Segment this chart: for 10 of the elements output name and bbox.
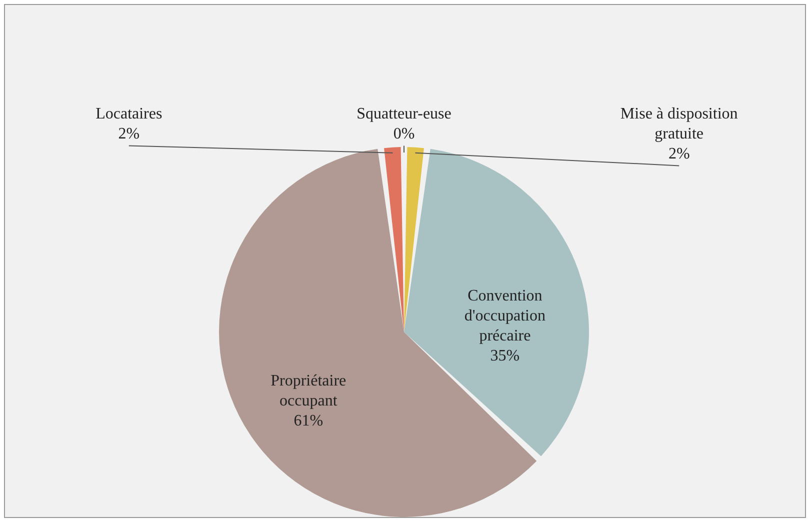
slice-label: Locataires [96, 106, 162, 123]
data-label: 35% [490, 348, 520, 365]
data-label: 61% [294, 412, 324, 430]
category-label: Squatteur-euse [356, 106, 452, 123]
text: 0% [393, 126, 415, 143]
data-label: 2% [668, 146, 690, 163]
slice-label: Mise à disposition gratuite [620, 106, 738, 143]
slice-label: Propriétaire occupant [270, 372, 346, 410]
slice-label: Convention d'occupation précaire [464, 288, 546, 345]
data-label: 2% [118, 126, 140, 143]
